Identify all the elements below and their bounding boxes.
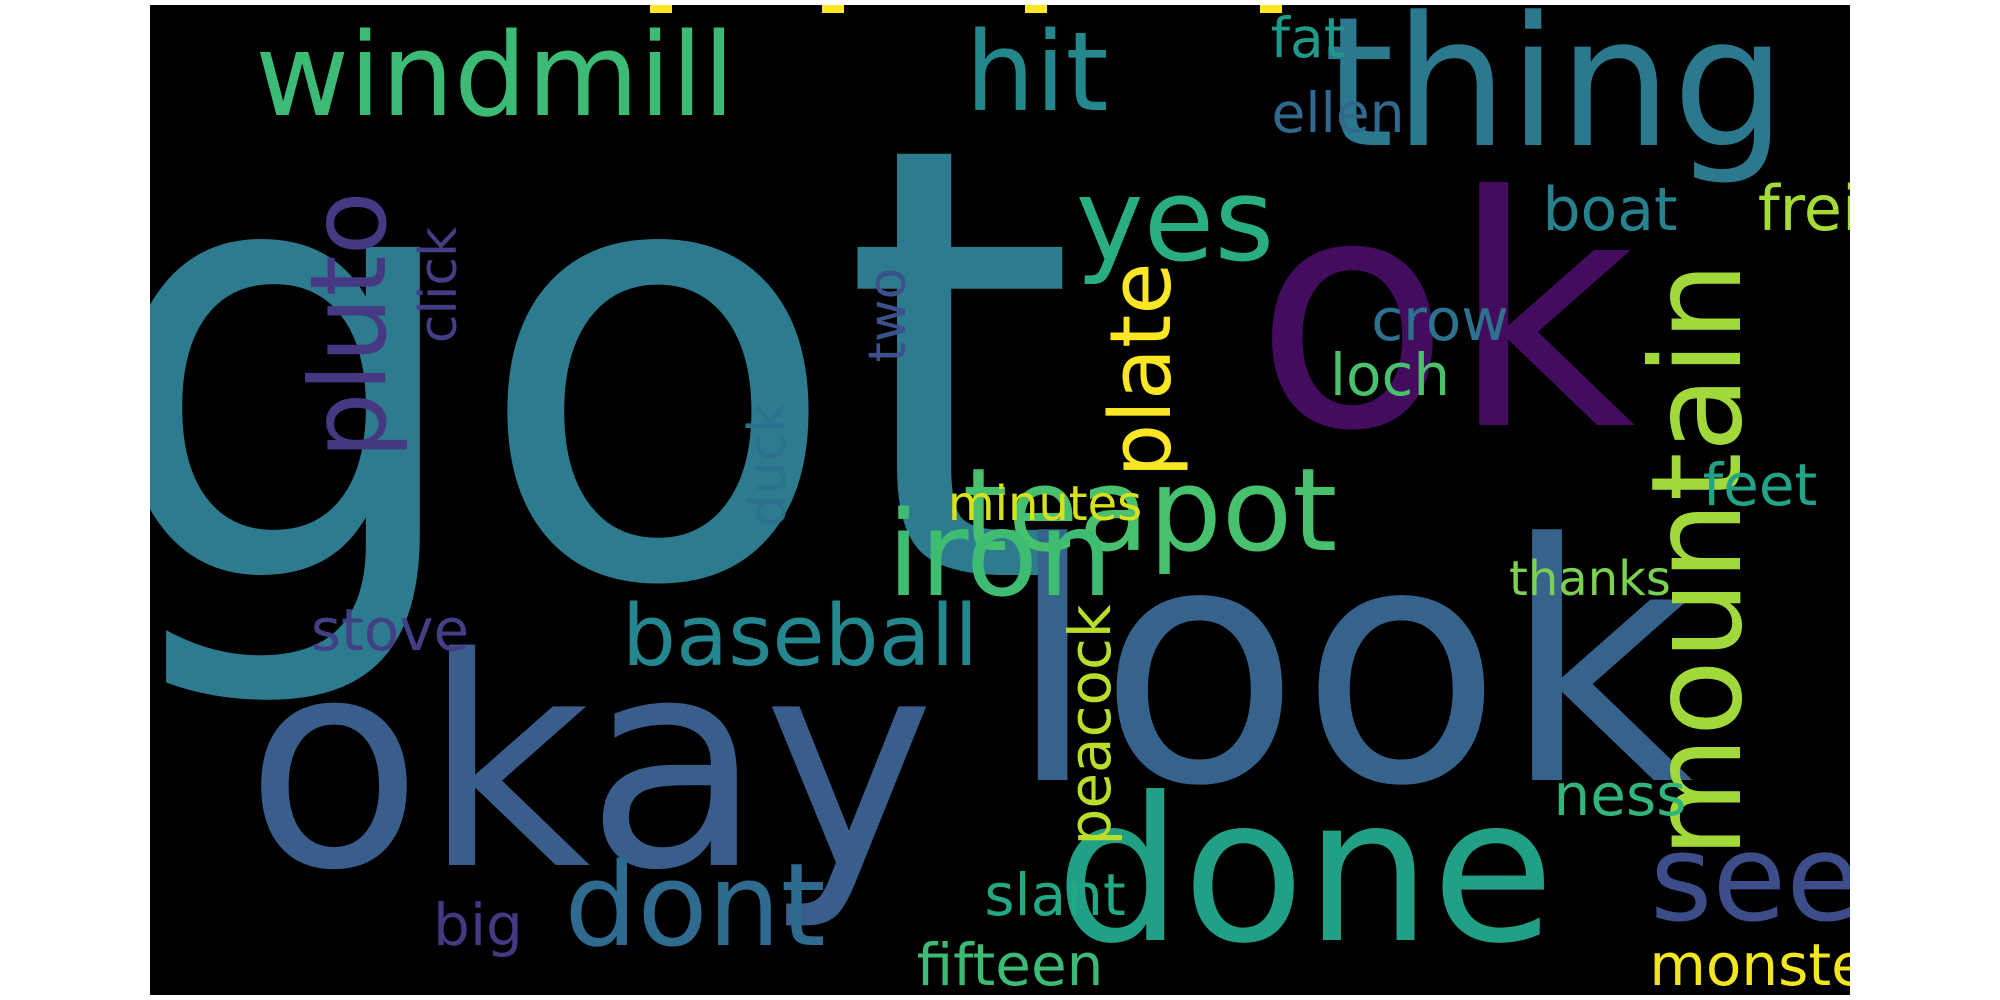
word-monster: monster [1649,931,1850,995]
word-ness: ness [1554,761,1687,829]
word-yes: yes [1076,154,1275,288]
word-cloud-background [150,5,1850,995]
word-dont: dont [564,839,825,973]
word-crow: crow [1371,286,1508,354]
word-pluto: pluto [288,191,410,459]
word-got: got [150,18,1077,717]
word-cloud-canvas: got look okay ok done thing windmill mou… [150,5,1850,995]
word-boat: boat [1542,175,1677,245]
word-okay: okay [245,597,935,934]
word-ellen: ellen [1271,81,1404,145]
clipped-top-words [650,5,1282,13]
word-fifteen: fifteen [917,931,1104,995]
word-look: look [1007,474,1694,858]
word-loch: loch [1330,341,1450,409]
word-mountain: mountain [1625,262,1770,858]
word-fat: fat [1271,6,1346,70]
word-stove: stove [311,596,469,664]
word-peacock: peacock [1056,604,1124,845]
word-big: big [433,891,523,959]
word-cloud: got look okay ok done thing windmill mou… [150,5,1850,995]
word-slant: slant [984,861,1125,929]
word-ok: ok [1254,129,1635,501]
word-baseball: baseball [622,587,978,686]
word-windmill: windmill [255,9,735,143]
word-thanks: thanks [1509,551,1671,607]
word-minutes: minutes [948,476,1142,532]
word-thing: thing [1323,5,1786,188]
word-plate: plate [1092,262,1191,477]
word-done: done [1055,755,1554,988]
word-hit: hit [965,8,1108,136]
word-click: click [409,227,469,343]
word-two: two [858,268,918,363]
word-freight: freight [1758,172,1850,245]
word-duck: duck [738,403,798,528]
word-see: see [1650,810,1850,949]
word-iron: iron [887,485,1113,623]
word-feet: feet [1703,451,1818,519]
word-teapot: teapot [963,444,1338,578]
